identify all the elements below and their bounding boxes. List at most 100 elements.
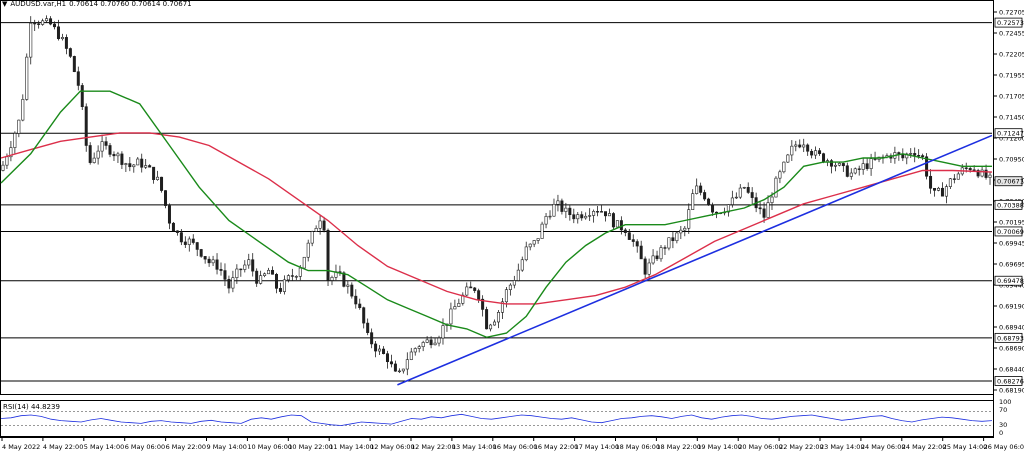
moving-averages — [0, 90, 993, 339]
candle-body — [600, 211, 604, 213]
candle-body — [239, 268, 243, 271]
candle-body — [207, 258, 211, 264]
candle-body — [108, 145, 112, 155]
candle-body — [72, 56, 76, 73]
candle-body — [671, 237, 675, 242]
candle-body — [730, 197, 734, 205]
time-tick-label: 24 May 22:00 — [902, 443, 947, 451]
rsi-axis-label: 0 — [999, 429, 1003, 437]
candle-body — [160, 176, 164, 191]
level-price-tag — [994, 376, 1023, 386]
candle-body — [310, 231, 314, 244]
level-price-tag-label: 0.68276 — [997, 377, 1024, 385]
candle-body — [782, 161, 786, 173]
candle-body — [433, 342, 437, 346]
candle-body — [572, 214, 576, 220]
candle-body — [758, 207, 762, 210]
chart-header: ▼ AUDUSD.var,H1 0.70614 0.70760 0.70614 0.… — [2, 0, 195, 8]
candle-body — [326, 229, 330, 281]
candle-body — [437, 337, 441, 344]
candle-body — [164, 190, 168, 206]
level-price-tag — [994, 226, 1023, 237]
price-tick-label: 0.72205 — [999, 51, 1024, 59]
time-tick-label: 9 May 14:00 — [207, 443, 247, 451]
candle-body — [49, 18, 53, 25]
level-price-tag — [994, 332, 1023, 343]
candle-body — [128, 163, 132, 168]
rsi-label: RSI(14) 44.8239 — [3, 403, 60, 411]
candle-body — [707, 198, 711, 206]
candle-body — [647, 262, 651, 275]
candle-body — [25, 56, 29, 100]
candle-body — [294, 276, 298, 278]
candle-body — [798, 144, 802, 148]
candle-body — [469, 286, 473, 289]
candle-body — [405, 359, 409, 370]
candle-body — [56, 26, 60, 40]
candle-body — [659, 247, 663, 260]
candle-body — [397, 370, 401, 373]
candle-body — [195, 242, 199, 250]
candle-body — [425, 339, 429, 343]
candle-body — [929, 175, 933, 189]
candle-body — [417, 346, 421, 349]
candle-body — [64, 37, 68, 49]
candle-body — [833, 164, 837, 167]
candle-body — [734, 196, 738, 199]
candle-body — [298, 267, 302, 277]
dropdown-arrow-icon[interactable]: ▼ — [2, 0, 8, 8]
candle-body — [568, 207, 572, 216]
candle-body — [921, 155, 925, 158]
candle-body — [524, 246, 528, 261]
candle-body — [516, 269, 520, 281]
level-price-tag-label: 0.70069 — [997, 228, 1024, 236]
level-price-tag — [994, 128, 1023, 139]
candle-body — [401, 368, 405, 372]
level-price-tag — [994, 275, 1023, 286]
candle-body — [560, 200, 564, 212]
rsi-line — [0, 413, 993, 426]
time-axis-labels: 4 May 2022 4 May 22:00 5 May 14:00 6 May 06… — [1, 437, 1024, 451]
candle-body — [639, 245, 643, 260]
candle-body — [358, 303, 362, 308]
candle-body — [187, 238, 191, 245]
candle-body — [703, 192, 707, 200]
rsi-axis-label: 30 — [999, 421, 1007, 429]
time-tick-label: 17 May 14:00 — [575, 443, 620, 451]
candles — [1, 15, 992, 376]
moving-average-slow-line — [0, 132, 993, 305]
candle-body — [318, 220, 322, 229]
candle-body — [413, 348, 417, 353]
time-tick-label: 13 May 14:00 — [452, 443, 497, 451]
candle-body — [925, 156, 929, 177]
candle-body — [382, 348, 386, 354]
candle-body — [643, 258, 647, 275]
candle-body — [235, 268, 239, 278]
candle-body — [627, 232, 631, 240]
candle-body — [80, 85, 84, 108]
candle-body — [21, 99, 25, 121]
price-tick-label: 0.69190 — [999, 303, 1024, 311]
price-tick-label: 0.68690 — [999, 345, 1024, 353]
current-price-tag-label: 0.70671 — [997, 178, 1024, 186]
candle-body — [227, 279, 231, 289]
candle-body — [282, 279, 286, 292]
candle-body — [302, 256, 306, 269]
candle-body — [421, 342, 425, 348]
candle-body — [956, 173, 960, 180]
level-price-tag-label: 0.70388 — [997, 201, 1024, 209]
time-tick-label: 24 May 06:00 — [861, 443, 906, 451]
candle-body — [520, 259, 524, 271]
level-price-tag-label: 0.71247 — [997, 130, 1024, 138]
rsi-axis-label: 70 — [999, 406, 1007, 414]
candle-body — [592, 211, 596, 216]
candle-body — [346, 284, 350, 287]
level-price-tag-label: 0.69478 — [997, 277, 1024, 285]
candle-body — [45, 18, 49, 22]
candle-body — [548, 215, 552, 218]
candle-body — [92, 157, 96, 163]
candle-body — [512, 280, 516, 286]
candle-body — [655, 255, 659, 260]
candle-body — [944, 186, 948, 197]
